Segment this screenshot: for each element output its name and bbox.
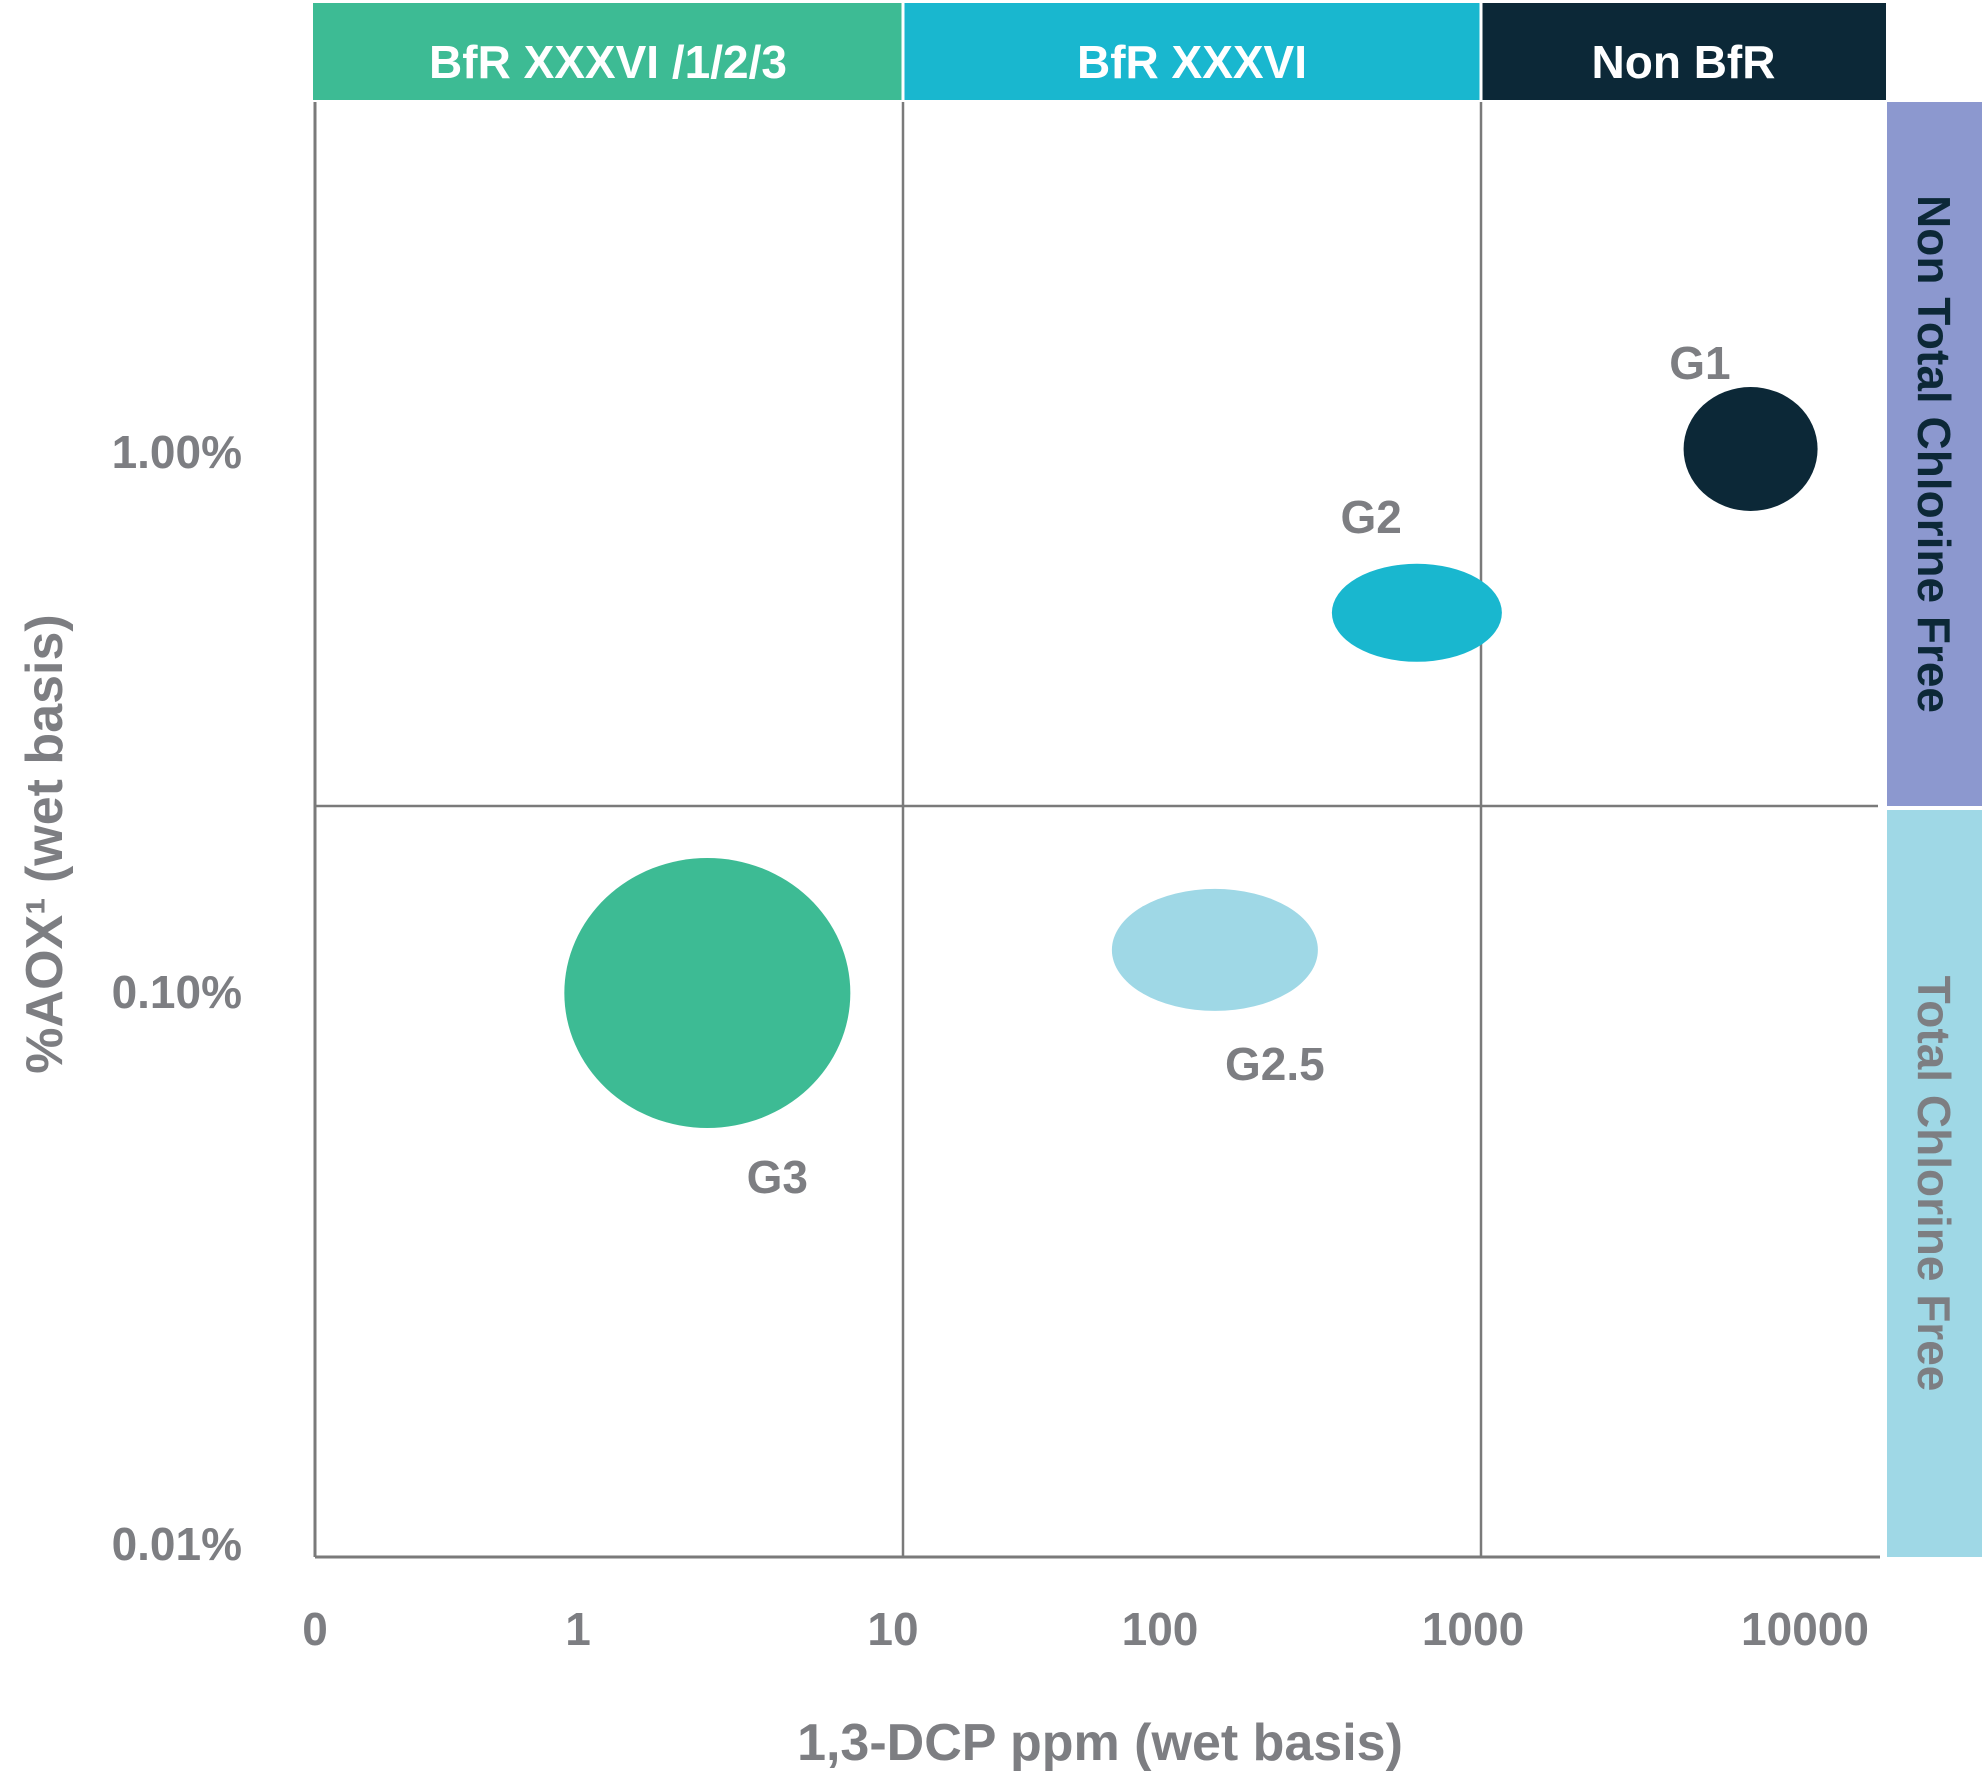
x-tick-label: 10000 [1741,1603,1869,1655]
x-tick-label: 100 [1122,1603,1199,1655]
side-category-band [1887,102,1982,806]
side-category-label: Total Chlorine Free [1908,976,1960,1392]
x-tick-label: 0 [302,1603,328,1655]
bubble-g3 [564,858,851,1128]
side-category-bands: Non Total Chlorine Free Total Chlorine Fr… [1887,102,1982,1557]
top-category-band [1481,3,1886,100]
x-axis-title: 1,3-DCP ppm (wet basis) [797,1714,1403,1772]
top-category-label: BfR XXXVI [1077,36,1307,88]
x-tick-label: 1 [565,1603,591,1655]
bubble-label: G2 [1341,491,1402,543]
side-category-label: Non Total Chlorine Free [1908,195,1960,713]
x-tick-label: 10 [867,1603,918,1655]
top-category-band [313,3,903,100]
y-tick-label: 0.01% [112,1518,242,1570]
bubble-label: G3 [747,1151,808,1203]
top-category-bands: BfR XXXVI /1/2/3 BfR XXXVI Non BfR [313,3,1886,100]
top-category-band [903,3,1481,100]
x-tick-labels: 0 1 10 100 1000 10000 [302,1603,1869,1655]
top-category-label: Non BfR [1592,36,1776,88]
y-axis-title: %AOX¹ (wet basis) [16,614,74,1073]
y-tick-label: 1.00% [112,426,242,478]
plot-grid [313,102,1880,1559]
y-tick-labels: 0.01% 0.10% 1.00% [112,426,242,1570]
bubble-label: G2.5 [1225,1038,1325,1090]
bubble-g2-5 [1111,888,1318,1011]
side-category-band [1887,810,1982,1557]
x-tick-label: 1000 [1422,1603,1524,1655]
bubble-g2 [1331,563,1502,662]
y-tick-label: 0.10% [112,966,242,1018]
top-category-label: BfR XXXVI /1/2/3 [429,36,787,88]
data-bubbles: G1 G2 G2.5 G3 [564,337,1818,1203]
bubble-g1 [1683,387,1818,511]
bubble-label: G1 [1669,337,1730,389]
